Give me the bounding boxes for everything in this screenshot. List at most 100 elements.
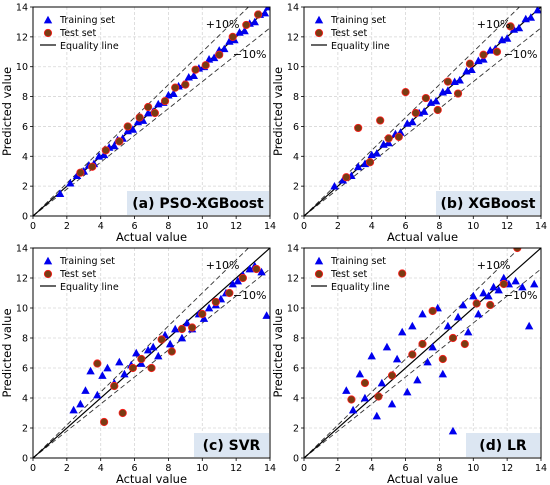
training-point [428,342,437,351]
x-tick-label: 4 [369,463,375,474]
test-point [398,269,407,278]
test-point [238,273,248,283]
legend-equality-label: Equality line [331,282,390,293]
legend-training-label: Training set [59,15,115,26]
training-point [250,17,259,26]
training-point [387,399,397,408]
plot-frame [303,6,542,217]
training-point [438,369,448,378]
x-axis-label: Actual value [116,472,187,485]
panel-title: (d) LR [479,438,527,454]
training-point [228,279,237,288]
test-point [408,350,417,359]
test-point [157,335,166,344]
test-point [135,113,144,122]
training-point [418,309,427,318]
test-point [123,122,132,131]
training-point [204,303,214,312]
annotation-minus-10: −10% [233,289,267,302]
training-point [55,189,65,197]
x-tick-label: 2 [64,463,70,474]
x-tick-label: 12 [501,221,513,232]
y-tick-label: 6 [293,364,299,375]
training-point [240,26,249,35]
y-tick-label: 2 [293,424,299,435]
plus-10-line [304,7,521,216]
plot-frame [32,6,271,217]
y-tick-label: 4 [22,394,28,405]
y-tick-label: 6 [22,122,28,133]
test-point [428,306,437,316]
y-tick-label: 14 [287,3,299,14]
training-point [69,405,78,414]
legend-test-marker [314,269,324,279]
test-point [453,89,463,98]
test-point [384,134,393,143]
data-points [330,7,541,190]
training-point [403,387,412,396]
training-point [115,357,124,366]
training-point [458,300,468,309]
minus-10-line [304,27,541,216]
training-point [455,75,464,84]
training-point [81,386,90,394]
y-axis-label: Predicted value [271,308,285,397]
training-point [72,171,82,180]
test-point [499,279,508,289]
x-tick-label: 6 [403,221,409,232]
test-point [394,132,403,141]
test-point [115,137,124,146]
training-point [182,318,192,327]
training-point [533,7,541,14]
x-tick-label: 10 [196,221,208,232]
training-point [448,426,458,435]
y-tick-label: 4 [293,152,299,163]
training-point [330,181,339,190]
test-point [433,105,442,115]
x-tick-label: 14 [264,463,276,474]
x-tick-label: 2 [335,221,341,232]
y-tick-label: 12 [16,274,28,285]
y-tick-label: 0 [293,212,299,223]
training-point [467,65,476,74]
test-point [100,417,109,427]
training-point [518,282,527,291]
y-tick-label: 8 [22,334,28,345]
training-point [377,378,387,387]
legend-test-label: Test set [330,269,368,280]
training-point [99,150,109,159]
training-point [93,390,102,399]
test-point [93,359,102,368]
test-point [460,339,469,349]
training-point [98,371,107,379]
training-point [233,276,243,285]
legend-equality-label: Equality line [60,41,119,52]
legend-training-label: Training set [330,15,386,26]
data-points [69,261,270,427]
training-point [484,291,493,300]
training-point [262,311,270,319]
test-point [342,173,351,182]
training-point [530,279,539,288]
y-tick-label: 12 [287,32,299,43]
training-point [138,116,148,124]
test-point [421,93,430,103]
training-point [189,71,199,80]
training-point [392,354,402,363]
minus-10-line [33,268,270,458]
training-point [260,8,270,17]
training-point [353,162,363,171]
x-tick-label: 8 [436,463,442,474]
x-tick-label: 10 [467,221,479,232]
test-point [88,162,97,171]
training-point [257,267,266,276]
y-tick-label: 8 [22,92,28,103]
annotation-plus-10: +10% [206,259,240,272]
x-tick-label: 8 [436,221,442,232]
test-point [198,309,207,319]
annotation-minus-10: −10% [504,289,538,302]
y-tick-label: 14 [16,244,28,255]
legend-test-label: Test set [59,269,97,280]
x-tick-label: 6 [132,463,138,474]
